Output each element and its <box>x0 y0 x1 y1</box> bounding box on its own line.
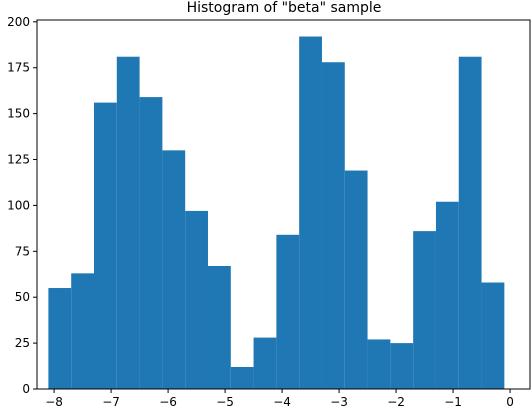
y-tick-label: 25 <box>15 336 30 350</box>
histogram-bar <box>116 56 140 389</box>
y-tick-label: 175 <box>7 61 30 75</box>
x-axis: −8 −7 −6 −5 −4 −3 −2 −1 0 <box>45 389 514 409</box>
histogram-bar <box>71 273 94 389</box>
histogram-bar <box>48 288 72 389</box>
plot-frame <box>36 19 531 390</box>
histogram-bar <box>344 170 368 389</box>
histogram-bar <box>185 210 208 389</box>
bars-group <box>48 36 505 390</box>
y-tick-label: 125 <box>7 153 30 167</box>
x-tick-label: −3 <box>330 395 348 409</box>
histogram-bar <box>253 337 277 389</box>
histogram-bar <box>321 62 345 390</box>
histogram-bar <box>93 102 117 389</box>
histogram-bar <box>276 234 300 389</box>
x-tick-label: −4 <box>273 395 291 409</box>
x-tick-label: −1 <box>444 395 462 409</box>
x-tick-label: −7 <box>102 395 120 409</box>
y-tick-label: 150 <box>7 107 30 121</box>
x-tick-label: 0 <box>506 395 514 409</box>
chart-title: Histogram of "beta" sample <box>187 0 382 16</box>
histogram-bar <box>139 97 163 389</box>
y-tick-label: 100 <box>7 198 30 212</box>
x-tick-label: −2 <box>387 395 405 409</box>
y-tick-label: 50 <box>15 290 30 304</box>
histogram-bar <box>207 266 231 389</box>
histogram-bar <box>435 201 459 389</box>
y-tick-label: 0 <box>22 382 30 396</box>
histogram-bar <box>481 282 505 389</box>
histogram-bar <box>367 339 391 389</box>
histogram-bar <box>413 231 436 389</box>
y-axis: 0 25 50 75 100 125 150 175 200 <box>7 15 37 396</box>
y-tick-label: 75 <box>15 244 30 258</box>
y-tick-label: 200 <box>7 15 30 29</box>
histogram-bar <box>299 36 322 389</box>
histogram-bar <box>162 150 186 389</box>
histogram-bar <box>390 343 414 389</box>
x-tick-label: −6 <box>159 395 177 409</box>
histogram-bar <box>458 56 482 389</box>
x-tick-label: −5 <box>216 395 234 409</box>
histogram-bar <box>230 366 254 389</box>
x-tick-label: −8 <box>45 395 63 409</box>
